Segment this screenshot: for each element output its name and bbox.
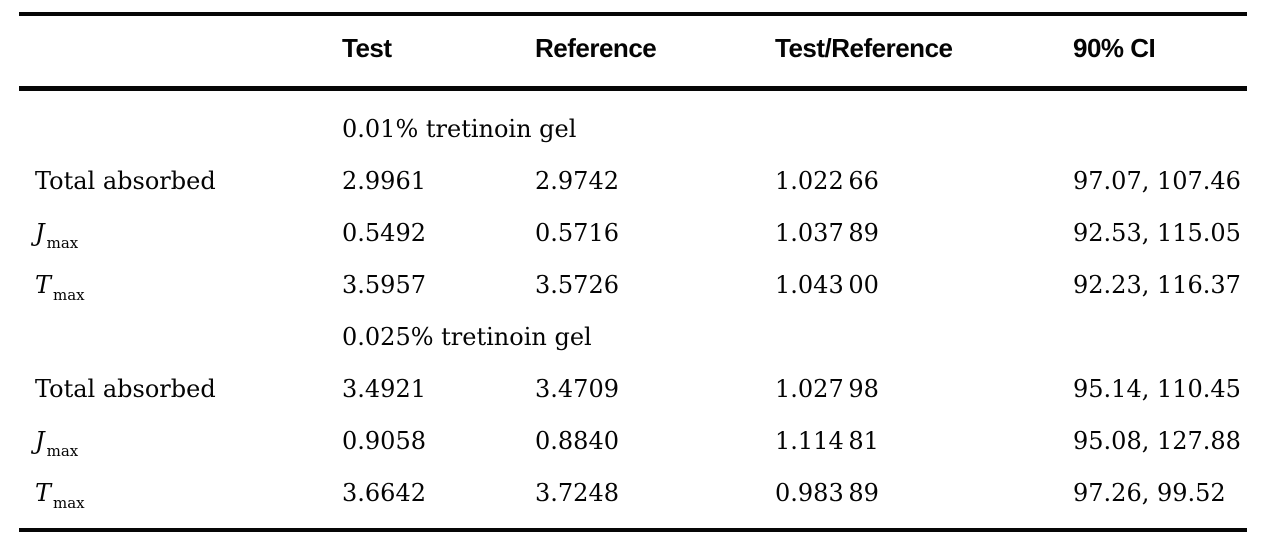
column-header-test-reference-ratio: Test/Reference [775,32,953,63]
row-label-subscript: max [46,234,79,252]
ratio-value: 1.027 98 [775,375,879,403]
row-label-subscript [216,182,218,200]
section-label: 0.01% tretinoin gel [342,115,577,143]
reference-value: 2.9742 [535,167,619,195]
table-top-rule [19,12,1247,16]
row-label-subscript [216,390,218,408]
ratio-value: 1.114 81 [775,427,879,455]
row-label: Total absorbed [19,363,342,418]
reference-value: 3.5726 [535,271,619,299]
table-bottom-rule [19,528,1247,532]
test-value: 3.6642 [342,479,426,507]
row-label-text: Total absorbed [35,167,216,195]
section-row: 0.01% tretinoin gel [19,103,1247,155]
reference-value: 0.8840 [535,427,619,455]
ratio-value: 1.022 66 [775,167,879,195]
row-label-text: T [35,271,52,299]
row-label-text: T [35,479,52,507]
row-label-subscript: max [53,494,85,512]
reference-value: 3.4709 [535,375,619,403]
section-label: 0.025% tretinoin gel [342,323,592,351]
ratio-value: 1.037 89 [775,219,879,247]
ci-value: 92.23, 116.37 [1073,271,1241,299]
table-body: 0.01% tretinoin gel Total absorbed 2.996… [19,91,1247,528]
reference-value: 3.7248 [535,479,619,507]
test-value: 3.5957 [342,271,426,299]
test-value: 0.5492 [342,219,426,247]
row-label: Total absorbed [19,155,342,210]
row-label-text: J [35,219,45,247]
test-value: 2.9961 [342,167,426,195]
column-header-90-ci: 90% CI [1073,32,1156,63]
reference-value: 0.5716 [535,219,619,247]
column-header-test: Test [342,32,392,63]
test-value: 3.4921 [342,375,426,403]
row-label-text: J [35,427,45,455]
row-label-text: Total absorbed [35,375,216,403]
ci-value: 95.14, 110.45 [1073,375,1241,403]
table-row: Total absorbed 2.9961 2.9742 1.022 66 97… [19,155,1247,207]
ci-value: 95.08, 127.88 [1073,427,1241,455]
row-label-subscript: max [46,442,79,460]
section-row: 0.025% tretinoin gel [19,311,1247,363]
row-label-subscript: max [53,286,85,304]
table-header-row: Test Reference Test/Reference 90% CI [19,16,1247,86]
ratio-value: 0.983 89 [775,479,879,507]
ci-value: 97.26, 99.52 [1073,479,1226,507]
bioequivalence-results-table: Test Reference Test/Reference 90% CI 0.0… [19,12,1247,532]
table-row: Total absorbed 3.4921 3.4709 1.027 98 95… [19,363,1247,415]
test-value: 0.9058 [342,427,426,455]
ci-value: 97.07, 107.46 [1073,167,1241,195]
table-header-rule [19,86,1247,91]
column-header-reference: Reference [535,32,657,63]
ratio-value: 1.043 00 [775,271,879,299]
ci-value: 92.53, 115.05 [1073,219,1241,247]
